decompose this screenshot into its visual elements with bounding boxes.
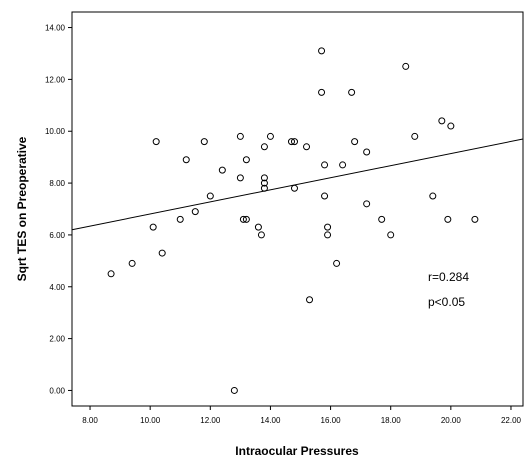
data-point (242, 156, 250, 164)
y-tick-label: 0.00 (49, 386, 65, 395)
data-point (230, 386, 238, 394)
data-point (260, 179, 268, 187)
y-tick-label: 14.00 (45, 24, 66, 33)
data-point (242, 215, 250, 223)
x-tick-label: 10.00 (140, 416, 161, 425)
data-point (128, 259, 136, 267)
data-point (363, 148, 371, 156)
data-point (290, 184, 298, 192)
data-point (176, 215, 184, 223)
y-tick-label: 4.00 (49, 283, 65, 292)
data-point (348, 88, 356, 96)
data-point (324, 223, 332, 231)
data-point (303, 143, 311, 151)
data-point (351, 138, 359, 146)
data-point (218, 166, 226, 174)
plot-area (71, 11, 524, 407)
data-point (260, 143, 268, 151)
x-axis-ticks: 8.00 10.00 12.00 14.00 16.00 18.00 20.00 22.00 (82, 406, 522, 425)
data-point (239, 215, 247, 223)
data-point (321, 192, 329, 200)
data-point (287, 138, 295, 146)
x-axis-title: Intraocular Pressures (235, 444, 359, 458)
data-point (387, 231, 395, 239)
x-tick-label: 12.00 (200, 416, 221, 425)
data-point (266, 132, 274, 140)
y-tick-label: 10.00 (45, 127, 66, 136)
data-point (158, 249, 166, 257)
data-point (236, 132, 244, 140)
data-point (206, 192, 214, 200)
data-point (402, 62, 410, 70)
regression-line (71, 138, 524, 231)
x-tick-label: 14.00 (260, 416, 281, 425)
data-point (378, 215, 386, 223)
data-point (257, 231, 265, 239)
data-point (107, 270, 115, 278)
data-point (438, 117, 446, 125)
data-point (411, 132, 419, 140)
data-point (363, 200, 371, 208)
annotation-r: r=0.284 (428, 270, 469, 284)
data-point (321, 161, 329, 169)
data-point (318, 88, 326, 96)
data-points (107, 47, 479, 394)
data-point (236, 174, 244, 182)
data-point (182, 156, 190, 164)
data-point (429, 192, 437, 200)
y-tick-label: 2.00 (49, 335, 65, 344)
y-tick-label: 8.00 (49, 179, 65, 188)
data-point (444, 215, 452, 223)
x-tick-label: 18.00 (381, 416, 402, 425)
data-point (339, 161, 347, 169)
data-point (306, 296, 314, 304)
data-point (260, 184, 268, 192)
y-tick-label: 12.00 (45, 75, 66, 84)
data-point (471, 215, 479, 223)
data-point (290, 138, 298, 146)
data-point (152, 138, 160, 146)
annotation-p: p<0.05 (428, 295, 465, 309)
y-axis-ticks: 0.00 2.00 4.00 6.00 8.00 10.00 12.00 14.00 (45, 24, 72, 395)
data-point (191, 208, 199, 216)
data-point (260, 174, 268, 182)
data-point (200, 138, 208, 146)
x-tick-label: 20.00 (441, 416, 462, 425)
x-tick-label: 16.00 (321, 416, 342, 425)
y-axis-title: Sqrt TES on Preoperative (15, 136, 29, 281)
data-point (447, 122, 455, 130)
data-point (254, 223, 262, 231)
data-point (318, 47, 326, 55)
x-tick-label: 22.00 (501, 416, 522, 425)
data-point (324, 231, 332, 239)
data-point (333, 259, 341, 267)
data-point (149, 223, 157, 231)
y-tick-label: 6.00 (49, 231, 65, 240)
x-tick-label: 8.00 (82, 416, 98, 425)
